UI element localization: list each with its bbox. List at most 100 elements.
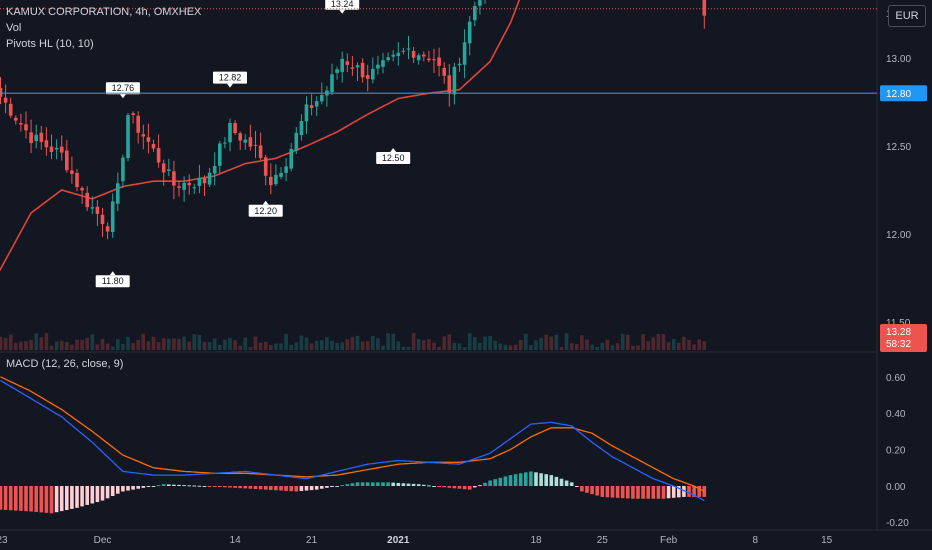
candle-body	[432, 59, 436, 61]
candle-body	[294, 132, 299, 151]
volume-bar	[376, 338, 380, 350]
candle-body	[218, 143, 222, 166]
volume-bar	[70, 344, 74, 350]
vol-legend[interactable]: Vol	[6, 22, 22, 34]
macd-histogram-bar	[457, 486, 462, 489]
time-axis-tick: Feb	[660, 535, 678, 546]
volume-bar	[620, 333, 625, 350]
volume-bar	[167, 338, 171, 350]
candle-body	[131, 113, 135, 115]
macd-histogram-bar	[80, 486, 84, 507]
volume-bar	[187, 341, 191, 350]
symbol-legend[interactable]: KAMUX CORPORATION, 4h, OMXHEX	[6, 6, 202, 18]
volume-bar	[177, 339, 181, 350]
macd-histogram-bar	[177, 484, 181, 486]
macd-histogram-bar	[467, 486, 472, 490]
macd-histogram-bar	[29, 486, 33, 512]
volume-bar	[85, 337, 89, 350]
macd-histogram-bar	[279, 486, 283, 491]
candle-body	[110, 201, 115, 233]
macd-legend[interactable]: MACD (12, 26, close, 9)	[6, 358, 124, 370]
volume-bar	[386, 333, 390, 350]
pivot-label-box	[105, 82, 140, 95]
candle-body	[365, 75, 370, 79]
candle-body	[223, 142, 227, 144]
volume-bar	[233, 340, 237, 350]
macd-histogram-bar	[284, 486, 288, 491]
volume-bar	[529, 344, 533, 350]
volume-bar	[65, 341, 69, 350]
candle-body	[467, 21, 472, 44]
volume-bar	[141, 333, 146, 350]
volume-bar	[314, 340, 319, 350]
pivot-label-box	[95, 275, 130, 288]
macd-histogram-bar	[656, 486, 661, 499]
pivot-label: 11.80	[102, 276, 124, 286]
price-axis-tick: 12.50	[886, 142, 911, 153]
last-price-tag	[880, 324, 927, 352]
macd-histogram-bar	[320, 486, 324, 489]
macd-histogram-bar	[569, 482, 574, 486]
currency-button[interactable]: EUR	[888, 5, 926, 27]
macd-histogram-bar	[350, 483, 355, 486]
volume-bar	[462, 346, 467, 350]
volume-bar	[467, 333, 472, 350]
volume-bar	[335, 343, 339, 350]
macd-histogram-bar	[447, 486, 452, 488]
macd-histogram-bar	[381, 482, 385, 486]
macd-histogram-bar	[615, 486, 620, 498]
macd-histogram-bar	[355, 482, 360, 486]
volume-bar	[340, 342, 344, 350]
candle-body	[80, 188, 84, 191]
volume-bar	[105, 343, 110, 350]
macd-histogram-bar	[529, 471, 533, 486]
candle-body	[85, 192, 89, 208]
candle-body	[702, 0, 707, 16]
volume-bar	[442, 336, 446, 350]
volume-bar	[401, 346, 406, 350]
pivot-pointer	[339, 9, 346, 14]
macd-histogram-bar	[110, 486, 115, 497]
macd-histogram-bar	[44, 486, 49, 513]
macd-histogram-bar	[39, 486, 44, 513]
macd-histogram-bar	[85, 486, 89, 505]
macd-histogram-bar	[59, 486, 64, 512]
macd-histogram-bar	[263, 486, 268, 490]
candle-body	[314, 101, 319, 107]
volume-bar	[299, 335, 304, 350]
macd-axis-tick: 0.40	[886, 409, 906, 420]
candle-body	[3, 97, 8, 103]
candle-body	[447, 75, 452, 93]
candle-body	[161, 163, 166, 173]
macd-histogram-bar	[416, 484, 421, 486]
candle-body	[90, 207, 95, 209]
volume-bar	[682, 336, 686, 350]
volume-bar	[610, 345, 615, 350]
volume-bar	[44, 333, 49, 350]
volume-bar	[483, 336, 487, 350]
macd-histogram-bar	[253, 486, 258, 490]
pivots-legend[interactable]: Pivots HL (10, 10)	[6, 38, 94, 50]
candle-body	[416, 55, 421, 61]
macd-histogram-bar	[411, 483, 416, 486]
candle-body	[121, 157, 125, 182]
macd-histogram-bar	[513, 474, 518, 486]
macd-histogram-bar	[396, 482, 401, 486]
macd-histogram-bar	[304, 486, 309, 491]
candle-body	[427, 58, 431, 61]
volume-bar	[197, 334, 202, 350]
macd-histogram-bar	[90, 486, 95, 504]
macd-histogram-bar	[422, 484, 426, 486]
candle-body	[309, 105, 314, 108]
candle-body	[243, 139, 248, 143]
candle-body	[411, 50, 416, 58]
volume-bar	[697, 339, 701, 350]
volume-bar	[518, 339, 523, 350]
macd-histogram-bar	[585, 486, 589, 493]
volume-bar	[488, 335, 492, 350]
volume-bar	[284, 333, 288, 350]
candle-body	[376, 64, 380, 69]
macd-histogram-bar	[427, 485, 431, 487]
macd-histogram-bar	[478, 485, 482, 487]
